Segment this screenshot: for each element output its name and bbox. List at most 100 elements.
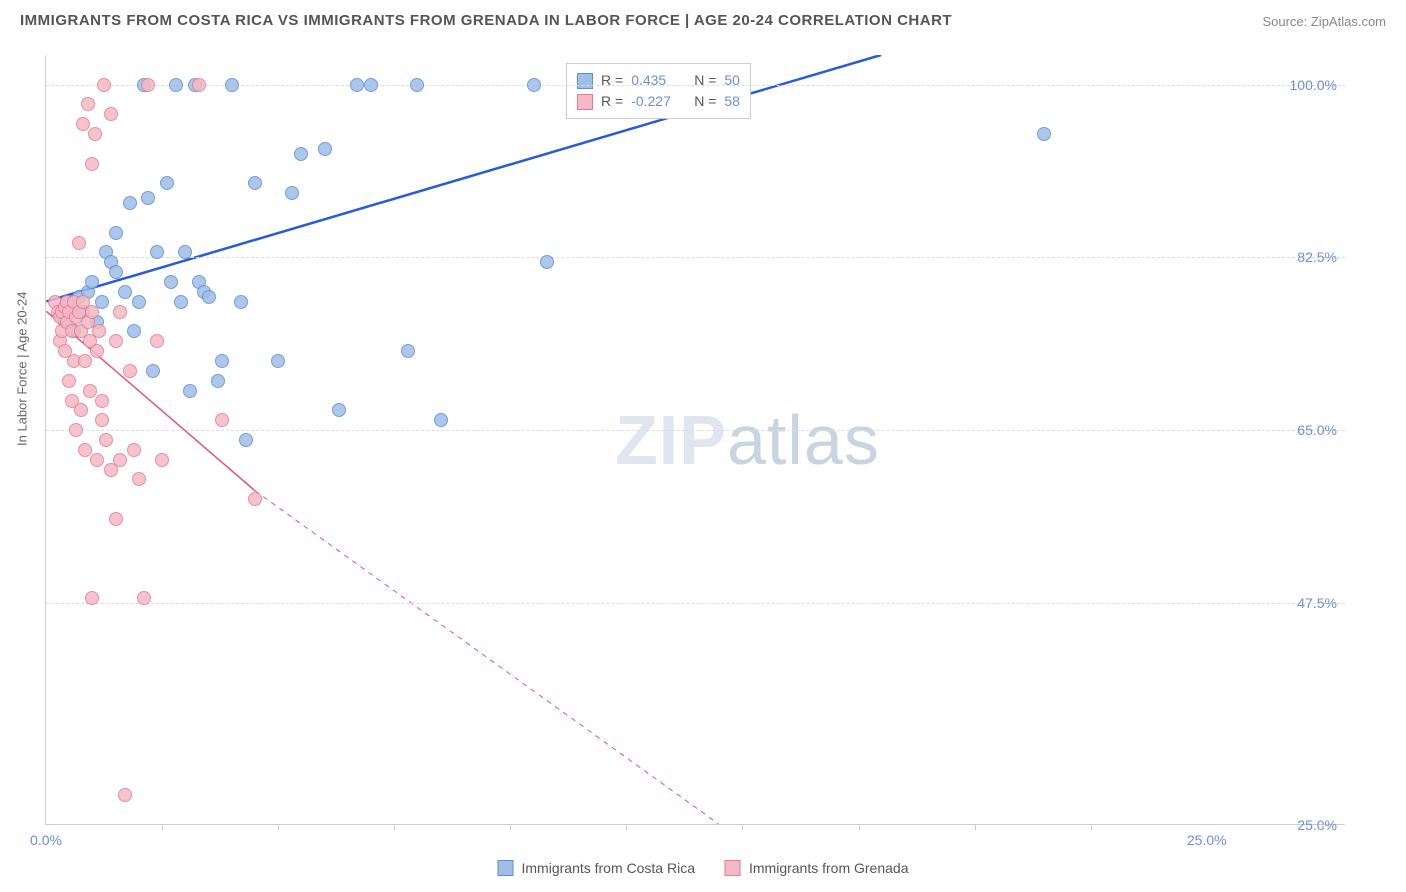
scatter-point [174, 295, 188, 309]
watermark: ZIPatlas [615, 400, 880, 480]
scatter-point [364, 78, 378, 92]
scatter-point [132, 472, 146, 486]
scatter-point [183, 384, 197, 398]
scatter-point [109, 334, 123, 348]
scatter-point [90, 344, 104, 358]
scatter-point [164, 275, 178, 289]
scatter-point [123, 196, 137, 210]
scatter-point [141, 78, 155, 92]
scatter-point [248, 492, 262, 506]
correlation-legend: R =0.435N =50R =-0.227N =58 [566, 63, 751, 119]
scatter-point [410, 78, 424, 92]
scatter-point [109, 226, 123, 240]
y-tick-label: 47.5% [1297, 595, 1337, 611]
legend-item: Immigrants from Costa Rica [498, 860, 695, 876]
bottom-legend: Immigrants from Costa Rica Immigrants fro… [498, 860, 909, 876]
scatter-point [192, 78, 206, 92]
scatter-point [178, 245, 192, 259]
legend-swatch [498, 860, 514, 876]
y-tick-label: 25.0% [1297, 817, 1337, 833]
n-value: 58 [724, 91, 740, 112]
watermark-light: atlas [727, 401, 880, 479]
y-tick-label: 100.0% [1290, 77, 1337, 93]
x-minor-tick [278, 824, 279, 830]
x-minor-tick [975, 824, 976, 830]
legend-swatch [577, 73, 593, 89]
scatter-point [401, 344, 415, 358]
chart-title: IMMIGRANTS FROM COSTA RICA VS IMMIGRANTS… [20, 12, 952, 29]
scatter-point [225, 78, 239, 92]
scatter-point [215, 413, 229, 427]
scatter-point [85, 275, 99, 289]
scatter-point [160, 176, 174, 190]
scatter-point [150, 334, 164, 348]
scatter-point [318, 142, 332, 156]
n-label: N = [694, 70, 716, 91]
scatter-point [540, 255, 554, 269]
scatter-point [97, 78, 111, 92]
gridline [46, 85, 1345, 86]
scatter-point [90, 453, 104, 467]
legend-label: Immigrants from Costa Rica [522, 860, 695, 876]
scatter-point [78, 354, 92, 368]
x-tick-label: 0.0% [30, 832, 62, 848]
scatter-point [294, 147, 308, 161]
x-minor-tick [510, 824, 511, 830]
scatter-point [234, 295, 248, 309]
scatter-point [95, 413, 109, 427]
scatter-point [85, 591, 99, 605]
x-minor-tick [1091, 824, 1092, 830]
scatter-point [248, 176, 262, 190]
y-tick-label: 82.5% [1297, 249, 1337, 265]
scatter-point [99, 433, 113, 447]
scatter-point [72, 236, 86, 250]
gridline [46, 603, 1345, 604]
scatter-point [127, 324, 141, 338]
scatter-point [74, 403, 88, 417]
scatter-point [88, 127, 102, 141]
y-axis-label: In Labor Force | Age 20-24 [15, 292, 30, 446]
scatter-point [95, 394, 109, 408]
scatter-point [271, 354, 285, 368]
scatter-point [239, 433, 253, 447]
scatter-point [1037, 127, 1051, 141]
scatter-point [69, 423, 83, 437]
scatter-point [211, 374, 225, 388]
scatter-point [81, 97, 95, 111]
scatter-point [109, 512, 123, 526]
scatter-point [113, 305, 127, 319]
scatter-point [85, 305, 99, 319]
scatter-point [527, 78, 541, 92]
scatter-point [109, 265, 123, 279]
scatter-point [92, 324, 106, 338]
scatter-point [141, 191, 155, 205]
x-minor-tick [162, 824, 163, 830]
legend-item: Immigrants from Grenada [725, 860, 909, 876]
gridline [46, 430, 1345, 431]
scatter-point [104, 107, 118, 121]
correlation-row: R =0.435N =50 [577, 70, 740, 91]
scatter-point [132, 295, 146, 309]
scatter-point [118, 788, 132, 802]
r-value: 0.435 [631, 70, 686, 91]
x-minor-tick [1323, 824, 1324, 830]
watermark-bold: ZIP [615, 401, 727, 479]
scatter-point [118, 285, 132, 299]
r-label: R = [601, 91, 623, 112]
scatter-point [202, 290, 216, 304]
y-tick-label: 65.0% [1297, 422, 1337, 438]
x-minor-tick [742, 824, 743, 830]
scatter-point [215, 354, 229, 368]
legend-swatch [577, 94, 593, 110]
chart-area: ZIPatlas R =0.435N =50R =-0.227N =58 100… [45, 55, 1345, 825]
scatter-point [434, 413, 448, 427]
scatter-point [113, 453, 127, 467]
x-minor-tick [626, 824, 627, 830]
x-tick-label: 25.0% [1187, 832, 1227, 848]
correlation-row: R =-0.227N =58 [577, 91, 740, 112]
scatter-point [285, 186, 299, 200]
legend-label: Immigrants from Grenada [749, 860, 909, 876]
n-label: N = [694, 91, 716, 112]
scatter-point [150, 245, 164, 259]
scatter-point [123, 364, 137, 378]
